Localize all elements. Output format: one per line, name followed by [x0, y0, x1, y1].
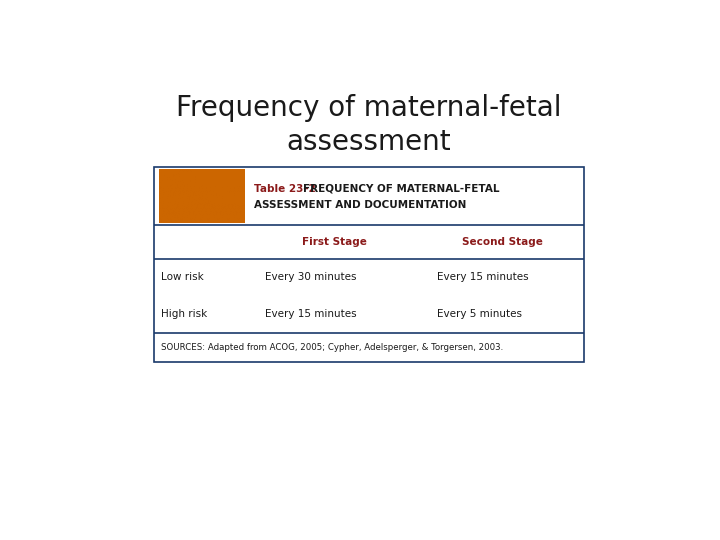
Text: Low risk: Low risk [161, 272, 204, 282]
Text: ASSESSMENT AND DOCUMENTATION: ASSESSMENT AND DOCUMENTATION [254, 200, 467, 210]
Text: SOURCES: Adapted from ACOG, 2005; Cypher, Adelsperger, & Torgersen, 2003.: SOURCES: Adapted from ACOG, 2005; Cypher… [161, 343, 503, 352]
Text: Every 15 minutes: Every 15 minutes [266, 309, 357, 319]
Text: FREQUENCY OF MATERNAL-FETAL: FREQUENCY OF MATERNAL-FETAL [303, 184, 500, 194]
Text: assessment: assessment [287, 128, 451, 156]
Text: Table 23–2: Table 23–2 [254, 184, 316, 194]
Text: Every 5 minutes: Every 5 minutes [437, 309, 522, 319]
Text: Frequency of maternal-fetal: Frequency of maternal-fetal [176, 94, 562, 123]
Text: Second Stage: Second Stage [462, 237, 543, 247]
FancyBboxPatch shape [154, 167, 584, 362]
Text: First Stage: First Stage [302, 237, 367, 247]
Text: High risk: High risk [161, 309, 207, 319]
Text: Every 15 minutes: Every 15 minutes [437, 272, 529, 282]
Text: Every 30 minutes: Every 30 minutes [266, 272, 357, 282]
